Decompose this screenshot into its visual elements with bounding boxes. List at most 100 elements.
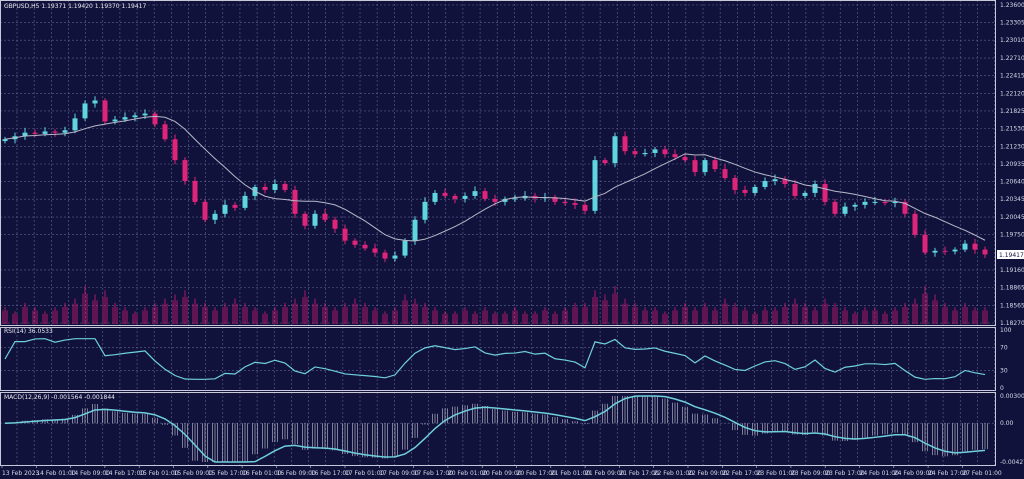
- time-tick-label: 21 Feb 01:00: [551, 470, 591, 477]
- candle-body: [752, 186, 758, 193]
- candle-body: [122, 117, 128, 120]
- candle-body: [952, 249, 958, 252]
- candle-body: [712, 160, 718, 170]
- price-axis[interactable]: 1.23600 1.23305 1.23010 1.22710 1.22415 1.221…: [1000, 2, 1024, 466]
- price-tick-label: 1.20045: [1000, 214, 1024, 221]
- candle-body: [912, 213, 918, 235]
- candle-body: [902, 201, 908, 214]
- candle-body: [692, 160, 698, 173]
- rsi-line: [4, 338, 986, 380]
- candle-body: [152, 113, 158, 125]
- candle-body: [922, 234, 928, 253]
- candle-body: [552, 197, 558, 202]
- price-tick-label: 1.20935: [1000, 161, 1024, 168]
- candle-body: [742, 189, 748, 193]
- candle-body: [832, 201, 838, 214]
- candle-body: [342, 228, 348, 241]
- candle-body: [452, 195, 458, 199]
- time-tick-label: 16 Feb 09:00: [276, 470, 316, 477]
- time-tick-label: 17 Feb 17:00: [414, 470, 454, 477]
- price-tick-label: 1.20640: [1000, 179, 1024, 186]
- time-tick-label: 15 Feb 17:00: [208, 470, 248, 477]
- macd-tick-label: 0.00: [1000, 420, 1014, 427]
- candle-body: [882, 201, 888, 204]
- price-tick-label: 1.20345: [1000, 196, 1024, 203]
- time-tick-label: 23 Feb 09:00: [791, 470, 831, 477]
- time-tick-label: 24 Feb 17:00: [928, 470, 968, 477]
- candle-body: [302, 213, 308, 226]
- time-tick-label: 24 Feb 01:00: [860, 470, 900, 477]
- time-tick-label: 17 Feb 01:00: [345, 470, 385, 477]
- panel-frames: [0, 0, 996, 466]
- candle-body: [402, 240, 408, 256]
- candle-body: [142, 113, 148, 116]
- time-tick-label: 17 Feb 09:00: [379, 470, 419, 477]
- macd-tick-label: -0.004276: [1000, 459, 1024, 466]
- rsi-label: RSI(14) 36.0533: [4, 328, 53, 335]
- price-tick-label: 1.23010: [1000, 37, 1024, 44]
- current-price-label: 1.19417: [999, 252, 1024, 259]
- candle-body: [442, 192, 448, 196]
- price-tick-label: 1.18270: [1000, 320, 1024, 327]
- price-tick-label: 1.23600: [1000, 2, 1024, 9]
- candle-body: [42, 131, 48, 134]
- candle-body: [382, 252, 388, 259]
- time-tick-label: 22 Feb 17:00: [722, 470, 762, 477]
- rsi-tick-label: 70: [1000, 344, 1008, 351]
- time-tick-label: 16 Feb 17:00: [311, 470, 351, 477]
- candle-body: [772, 179, 778, 182]
- price-tick-label: 1.22710: [1000, 55, 1024, 62]
- candle-body: [942, 250, 948, 252]
- candle-body: [802, 192, 808, 196]
- candle-body: [22, 132, 28, 137]
- candle-body: [2, 139, 8, 142]
- symbol-label: GBPUSD,H5 1.19371 1.19420 1.19370 1.1941…: [4, 3, 146, 10]
- price-tick-label: 1.23305: [1000, 20, 1024, 27]
- candle-body: [812, 183, 818, 193]
- time-tick-label: 22 Feb 01:00: [654, 470, 694, 477]
- candle-body: [282, 183, 288, 190]
- candle-body: [682, 157, 688, 161]
- candle-body: [222, 204, 228, 214]
- candle-body: [972, 243, 978, 250]
- candle-body: [242, 195, 248, 208]
- candle-body: [782, 179, 788, 184]
- candle-body: [632, 151, 638, 155]
- candle-body: [862, 201, 868, 205]
- candle-body: [872, 201, 878, 203]
- grid: [0, 0, 995, 465]
- macd-signal-line: [4, 395, 986, 463]
- time-tick-label: 14 Feb 09:00: [71, 470, 111, 477]
- candle-body: [312, 213, 318, 226]
- candle-body: [492, 198, 498, 202]
- time-tick-label: 22 Feb 09:00: [688, 470, 728, 477]
- candle-body: [72, 118, 78, 131]
- rsi-tick-label: 30: [1000, 368, 1008, 375]
- time-tick-label: 15 Feb 01:00: [139, 470, 179, 477]
- candle-body: [192, 181, 198, 202]
- candle-body: [182, 160, 188, 182]
- candle-body: [622, 136, 628, 152]
- candle-body: [392, 255, 398, 259]
- macd-histogram: [12, 396, 988, 462]
- price-tick-label: 1.22120: [1000, 90, 1024, 97]
- candle-body: [262, 186, 268, 190]
- candle-body: [842, 206, 848, 214]
- candle-body: [132, 115, 138, 118]
- candle-body: [612, 136, 618, 164]
- time-tick-label: 23 Feb 01:00: [757, 470, 797, 477]
- candle-body: [982, 249, 988, 255]
- time-tick-label: 23 Feb 17:00: [825, 470, 865, 477]
- panel-frame: [0, 0, 996, 326]
- candle-body: [662, 149, 668, 155]
- price-tick-label: 1.19160: [1000, 267, 1024, 274]
- candle-body: [932, 250, 938, 253]
- candle-body: [272, 183, 278, 190]
- time-tick-label: 13 Feb 2023: [2, 470, 40, 477]
- candle-body: [602, 160, 608, 164]
- macd-tick-label: 0.003003: [1000, 393, 1024, 400]
- candle-body: [102, 100, 108, 122]
- macd-label: MACD(12,26,9) -0.001564 -0.001844: [4, 394, 115, 401]
